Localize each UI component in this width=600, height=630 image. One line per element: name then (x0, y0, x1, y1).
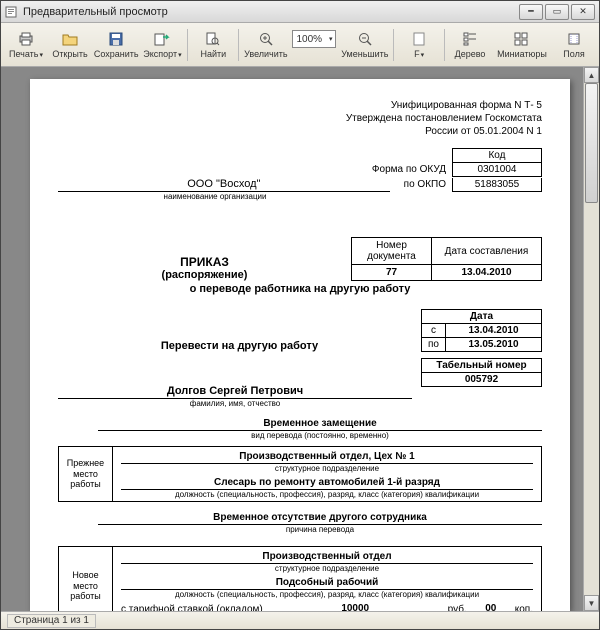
vertical-scrollbar[interactable]: ▲ ▼ (583, 67, 599, 611)
toolbar: Печать▾ Открыть Сохранить Экспорт▾ Найти… (1, 23, 599, 67)
app-window: Предварительный просмотр ━ ▭ ✕ Печать▾ О… (0, 0, 600, 630)
transfer-label: Перевести на другую работу (58, 340, 421, 352)
maximize-button[interactable]: ▭ (545, 4, 569, 20)
find-icon (206, 30, 220, 48)
find-button[interactable]: Найти (192, 25, 234, 65)
toolbar-separator (187, 29, 188, 61)
prev-place-block: Прежнее место работы Производственный от… (58, 446, 542, 502)
minimize-button[interactable]: ━ (519, 4, 543, 20)
okpo-label: по ОКПО (398, 177, 452, 192)
app-icon (5, 5, 19, 19)
thumbnails-icon (514, 30, 530, 48)
thumbnails-button[interactable]: Миниатюры (493, 25, 551, 65)
new-place-label: Новое место работы (58, 546, 112, 611)
open-button[interactable]: Открыть (49, 25, 91, 65)
toolbar-separator (444, 29, 445, 61)
f-button[interactable]: F▾ (398, 25, 440, 65)
okud-value: 0301004 (452, 162, 542, 177)
doc-number-table: Номер документаДата составления 7713.04.… (351, 237, 542, 281)
transfer-kind: Временное замещение (98, 418, 542, 431)
preview-viewport: Унифицированная форма N Т- 5 Утверждена … (1, 67, 599, 611)
zoom-in-button[interactable]: Увеличить (243, 25, 288, 65)
fields-icon (567, 30, 581, 48)
transfer-kind-sub: вид перевода (постоянно, временно) (98, 431, 542, 440)
window-title: Предварительный просмотр (23, 6, 519, 18)
scroll-thumb[interactable] (585, 83, 598, 203)
person-sub: фамилия, имя, отчество (58, 399, 412, 408)
tab-number: Табельный номер 005792 (58, 358, 542, 387)
fields-button[interactable]: Поля (553, 25, 595, 65)
okpo-value: 51883055 (452, 178, 542, 192)
page-icon (413, 30, 425, 48)
toolbar-separator (238, 29, 239, 61)
okud-label: Форма по ОКУД (366, 162, 452, 177)
code-header: Код (452, 148, 542, 162)
export-icon (154, 30, 170, 48)
save-button[interactable]: Сохранить (93, 25, 139, 65)
export-button[interactable]: Экспорт▾ (141, 25, 183, 65)
zoom-out-button[interactable]: Уменьшить (340, 25, 389, 65)
zoom-combo[interactable]: 100%▾ (290, 25, 338, 65)
document-page: Унифицированная форма N Т- 5 Утверждена … (30, 79, 570, 611)
new-place-block: Новое место работы Производственный отде… (58, 546, 542, 611)
prev-place-label: Прежнее место работы (58, 446, 112, 502)
scroll-up-button[interactable]: ▲ (584, 67, 599, 83)
zoom-out-icon (358, 30, 372, 48)
transfer-dates: Дата с13.04.2010 по13.05.2010 (421, 309, 542, 352)
zoom-in-icon (259, 30, 273, 48)
toolbar-separator (393, 29, 394, 61)
org-name: ООО "Восход" (58, 178, 390, 192)
form-header: Унифицированная форма N Т- 5 Утверждена … (58, 99, 542, 138)
statusbar: Страница 1 из 1 (1, 611, 599, 629)
print-icon (18, 30, 34, 48)
tree-button[interactable]: Дерево (449, 25, 491, 65)
tree-icon (463, 30, 477, 48)
titlebar: Предварительный просмотр ━ ▭ ✕ (1, 1, 599, 23)
close-button[interactable]: ✕ (571, 4, 595, 20)
scroll-down-button[interactable]: ▼ (584, 595, 599, 611)
doc-title: ПРИКАЗ (распоряжение) (58, 237, 351, 281)
person-name: Долгов Сергей Петрович (58, 385, 412, 399)
save-icon (109, 30, 123, 48)
page-status: Страница 1 из 1 (7, 614, 96, 628)
open-icon (62, 30, 78, 48)
reason-sub: причина перевода (98, 525, 542, 534)
org-sub: наименование организации (58, 192, 372, 201)
salary-row: с тарифной ставкой (окладом) 10000 руб. … (121, 603, 533, 611)
doc-subtitle: о переводе работника на другую работу (58, 283, 542, 295)
print-button[interactable]: Печать▾ (5, 25, 47, 65)
reason: Временное отсутствие другого сотрудника (98, 512, 542, 525)
scroll-track[interactable] (584, 83, 599, 595)
